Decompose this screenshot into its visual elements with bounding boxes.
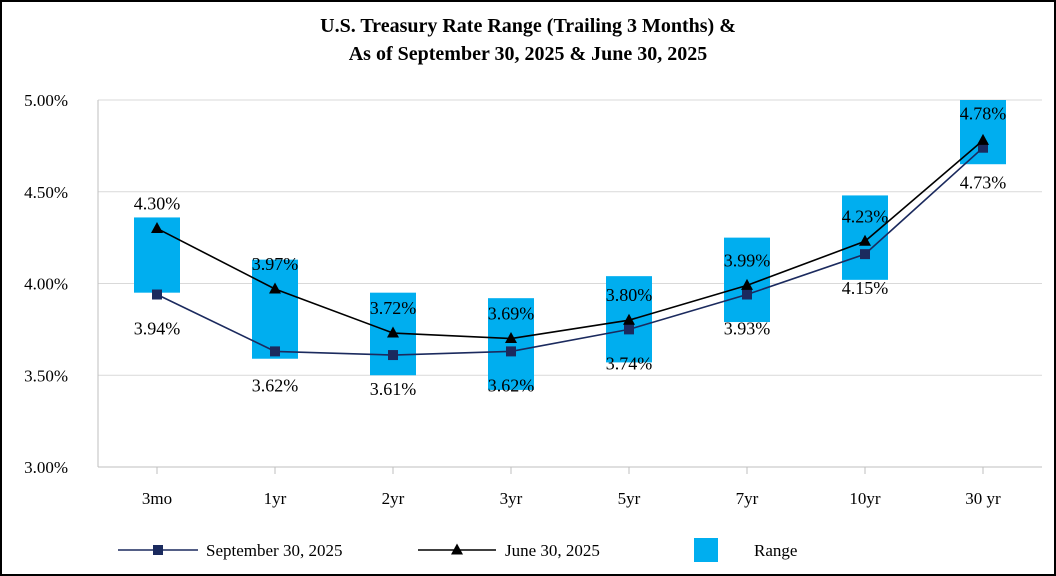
data-labels: 4.30% 3.97% 3.72% 3.69% 3.80% 3.99% 4.23% 4.78%…: [134, 103, 1007, 399]
legend-september-marker: [153, 545, 163, 555]
june-value-label: 3.97%: [252, 254, 299, 274]
september-value-label: 4.73%: [960, 173, 1007, 193]
legend-september-label: September 30, 2025: [206, 541, 342, 560]
series-line: [156, 139, 984, 340]
september-value-label: 3.94%: [134, 319, 181, 339]
y-tick-label: 3.00%: [24, 458, 68, 477]
triangle-marker: [977, 133, 989, 145]
square-marker: [860, 249, 870, 260]
square-marker: [270, 346, 280, 357]
x-tick-label: 1yr: [264, 489, 287, 508]
y-tick-label: 4.50%: [24, 183, 68, 202]
legend-june-marker: [451, 543, 463, 555]
june-value-label: 4.23%: [842, 206, 889, 226]
range-bar: [252, 259, 298, 359]
september-value-label: 3.61%: [370, 379, 417, 399]
axes: 3.00% 3.50% 4.00% 4.50% 5.00% 3mo 1yr 2yr 3yr 5yr…: [24, 91, 1042, 508]
september-value-label: 3.62%: [488, 375, 535, 395]
y-tick-label: 4.00%: [24, 275, 68, 294]
triangle-marker: [151, 221, 163, 233]
triangle-marker: [741, 278, 753, 290]
chart-title-line-2: As of September 30, 2025 & June 30, 2025: [349, 43, 708, 65]
june-value-label: 3.99%: [724, 250, 771, 270]
june-value-label: 3.69%: [488, 304, 535, 324]
legend-range-swatch: [694, 538, 718, 562]
series-line: [156, 147, 984, 356]
square-marker: [624, 324, 634, 335]
x-tick-label: 7yr: [736, 489, 759, 508]
september-value-label: 3.62%: [252, 375, 299, 395]
legend-range-label: Range: [754, 541, 797, 560]
square-marker: [506, 346, 516, 357]
y-tick-label: 5.00%: [24, 91, 68, 110]
june-value-label: 3.80%: [606, 285, 653, 305]
september-value-label: 3.93%: [724, 319, 771, 339]
triangle-marker: [269, 282, 281, 294]
june-value-label: 4.78%: [960, 103, 1007, 123]
chart-title-line-1: U.S. Treasury Rate Range (Trailing 3 Mon…: [320, 15, 736, 37]
legend-june-label: June 30, 2025: [505, 541, 600, 560]
range-bar: [488, 298, 534, 390]
x-tick-label: 10yr: [849, 489, 881, 508]
x-tick-label: 30 yr: [965, 489, 1001, 508]
triangle-marker: [859, 234, 871, 246]
x-tick-label: 3yr: [500, 489, 523, 508]
september-value-label: 3.74%: [606, 353, 653, 373]
legend: September 30, 2025 June 30, 2025 Range: [118, 538, 797, 562]
x-tick-label: 2yr: [382, 489, 405, 508]
x-tick-label: 3mo: [142, 489, 172, 508]
square-marker: [742, 289, 752, 300]
y-tick-label: 3.50%: [24, 366, 68, 385]
september-value-label: 4.15%: [842, 278, 889, 298]
triangle-marker: [387, 326, 399, 338]
june-value-label: 3.72%: [370, 298, 417, 318]
triangle-marker: [505, 332, 517, 344]
square-marker: [978, 142, 988, 153]
series-lines: [151, 133, 989, 361]
x-tick-label: 5yr: [618, 489, 641, 508]
triangle-marker: [623, 313, 635, 325]
june-value-label: 4.30%: [134, 193, 181, 213]
square-marker: [388, 350, 398, 361]
square-marker: [152, 289, 162, 300]
